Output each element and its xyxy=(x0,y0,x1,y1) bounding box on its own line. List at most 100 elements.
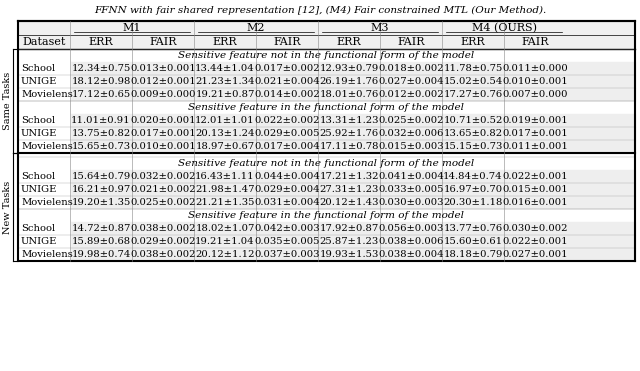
Text: 0.025±0.002: 0.025±0.002 xyxy=(378,116,444,125)
Text: 27.31±1.23: 27.31±1.23 xyxy=(319,185,379,194)
Text: Movielens: Movielens xyxy=(21,142,73,151)
Text: 13.44±1.04: 13.44±1.04 xyxy=(195,64,255,73)
Text: 0.044±0.004: 0.044±0.004 xyxy=(254,172,320,181)
Text: M3: M3 xyxy=(371,23,389,33)
Text: 18.01±0.76: 18.01±0.76 xyxy=(319,90,379,99)
Text: 0.030±0.002: 0.030±0.002 xyxy=(502,224,568,233)
Text: 0.038±0.004: 0.038±0.004 xyxy=(378,250,444,259)
Text: 15.65±0.73: 15.65±0.73 xyxy=(72,142,131,151)
Text: 19.93±1.53: 19.93±1.53 xyxy=(319,250,379,259)
Text: 26.19±1.76: 26.19±1.76 xyxy=(319,77,379,86)
Text: Dataset: Dataset xyxy=(22,37,66,47)
Text: New Tasks: New Tasks xyxy=(3,180,13,234)
Text: 15.60±0.61: 15.60±0.61 xyxy=(444,237,502,246)
Text: M1: M1 xyxy=(123,23,141,33)
Text: 0.015±0.001: 0.015±0.001 xyxy=(502,185,568,194)
Text: 18.12±0.98: 18.12±0.98 xyxy=(71,77,131,86)
Text: 0.009±0.000: 0.009±0.000 xyxy=(131,90,196,99)
Text: UNIGE: UNIGE xyxy=(21,129,58,138)
Text: 11.78±0.75: 11.78±0.75 xyxy=(444,64,502,73)
Text: 19.20±1.35: 19.20±1.35 xyxy=(71,198,131,207)
Text: 15.15±0.73: 15.15±0.73 xyxy=(444,142,502,151)
Text: 13.65±0.82: 13.65±0.82 xyxy=(444,129,502,138)
Text: 0.012±0.001: 0.012±0.001 xyxy=(130,77,196,86)
Text: 0.017±0.004: 0.017±0.004 xyxy=(254,142,320,151)
Text: 18.02±1.07: 18.02±1.07 xyxy=(195,224,255,233)
Text: 18.97±0.67: 18.97±0.67 xyxy=(195,142,255,151)
Text: UNIGE: UNIGE xyxy=(21,237,58,246)
Text: 20.30±1.18: 20.30±1.18 xyxy=(444,198,502,207)
Text: 0.010±0.001: 0.010±0.001 xyxy=(130,142,196,151)
Text: 0.013±0.001: 0.013±0.001 xyxy=(130,64,196,73)
Text: School: School xyxy=(21,116,55,125)
Text: 0.025±0.002: 0.025±0.002 xyxy=(131,198,196,207)
Text: 17.21±1.32: 17.21±1.32 xyxy=(319,172,379,181)
Text: Sensitive feature in the functional form of the model: Sensitive feature in the functional form… xyxy=(189,103,465,112)
Text: 0.010±0.001: 0.010±0.001 xyxy=(502,77,568,86)
Text: 15.89±0.68: 15.89±0.68 xyxy=(72,237,131,246)
Text: Movielens: Movielens xyxy=(21,250,73,259)
Text: 17.92±0.87: 17.92±0.87 xyxy=(319,224,379,233)
Text: 0.019±0.001: 0.019±0.001 xyxy=(502,116,568,125)
Text: 0.022±0.002: 0.022±0.002 xyxy=(254,116,320,125)
Text: 0.015±0.003: 0.015±0.003 xyxy=(378,142,444,151)
Text: 0.038±0.002: 0.038±0.002 xyxy=(131,250,196,259)
Text: Sensitive feature not in the functional form of the model: Sensitive feature not in the functional … xyxy=(179,51,475,60)
Text: M2: M2 xyxy=(247,23,265,33)
Text: UNIGE: UNIGE xyxy=(21,77,58,86)
Text: FAIR: FAIR xyxy=(397,37,425,47)
Text: 0.018±0.002: 0.018±0.002 xyxy=(378,64,444,73)
Text: 20.12±1.43: 20.12±1.43 xyxy=(319,198,379,207)
Text: 0.017±0.002: 0.017±0.002 xyxy=(254,64,320,73)
Text: 14.72±0.87: 14.72±0.87 xyxy=(71,224,131,233)
Text: School: School xyxy=(21,172,55,181)
Text: School: School xyxy=(21,64,55,73)
Text: 0.017±0.001: 0.017±0.001 xyxy=(502,129,568,138)
Text: 0.007±0.000: 0.007±0.000 xyxy=(502,90,568,99)
Text: School: School xyxy=(21,224,55,233)
Text: Same Tasks: Same Tasks xyxy=(3,72,13,130)
Text: 0.027±0.004: 0.027±0.004 xyxy=(378,77,444,86)
Text: 0.041±0.004: 0.041±0.004 xyxy=(378,172,444,181)
Text: 21.23±1.34: 21.23±1.34 xyxy=(195,77,255,86)
Text: 14.84±0.74: 14.84±0.74 xyxy=(443,172,503,181)
Text: 0.021±0.004: 0.021±0.004 xyxy=(254,77,320,86)
Text: 0.035±0.005: 0.035±0.005 xyxy=(254,237,320,246)
Text: 16.21±0.97: 16.21±0.97 xyxy=(72,185,131,194)
Text: FAIR: FAIR xyxy=(521,37,548,47)
Text: 13.31±1.23: 13.31±1.23 xyxy=(319,116,379,125)
Text: 19.98±0.74: 19.98±0.74 xyxy=(71,250,131,259)
Text: 0.021±0.002: 0.021±0.002 xyxy=(130,185,196,194)
Text: 10.71±0.52: 10.71±0.52 xyxy=(444,116,502,125)
Text: 13.75±0.82: 13.75±0.82 xyxy=(72,129,131,138)
Text: ERR: ERR xyxy=(337,37,362,47)
Text: 0.033±0.005: 0.033±0.005 xyxy=(378,185,444,194)
Text: 25.87±1.23: 25.87±1.23 xyxy=(319,237,379,246)
Text: 0.032±0.002: 0.032±0.002 xyxy=(131,172,196,181)
Text: 12.34±0.75: 12.34±0.75 xyxy=(71,64,131,73)
Text: 0.029±0.005: 0.029±0.005 xyxy=(254,129,320,138)
Text: 0.012±0.002: 0.012±0.002 xyxy=(378,90,444,99)
Text: 0.027±0.001: 0.027±0.001 xyxy=(502,250,568,259)
Text: 21.21±1.35: 21.21±1.35 xyxy=(195,198,255,207)
Text: ERR: ERR xyxy=(89,37,113,47)
Text: 0.038±0.006: 0.038±0.006 xyxy=(378,237,444,246)
Text: 0.038±0.002: 0.038±0.002 xyxy=(131,224,196,233)
Text: 20.13±1.24: 20.13±1.24 xyxy=(195,129,255,138)
Text: 0.020±0.001: 0.020±0.001 xyxy=(130,116,196,125)
Text: 15.64±0.79: 15.64±0.79 xyxy=(72,172,131,181)
Text: FAIR: FAIR xyxy=(273,37,301,47)
Text: 17.12±0.65: 17.12±0.65 xyxy=(72,90,131,99)
Text: Movielens: Movielens xyxy=(21,90,73,99)
Text: M4 (OURS): M4 (OURS) xyxy=(472,23,536,33)
Text: 0.042±0.003: 0.042±0.003 xyxy=(254,224,320,233)
Text: 25.92±1.76: 25.92±1.76 xyxy=(319,129,379,138)
Text: 19.21±0.87: 19.21±0.87 xyxy=(195,90,255,99)
Text: 19.21±1.04: 19.21±1.04 xyxy=(195,237,255,246)
Text: 20.12±1.12: 20.12±1.12 xyxy=(195,250,255,259)
Text: 0.022±0.001: 0.022±0.001 xyxy=(502,172,568,181)
Text: 15.02±0.54: 15.02±0.54 xyxy=(444,77,502,86)
Text: ERR: ERR xyxy=(212,37,237,47)
Text: 13.77±0.76: 13.77±0.76 xyxy=(444,224,502,233)
Text: 16.97±0.70: 16.97±0.70 xyxy=(444,185,502,194)
